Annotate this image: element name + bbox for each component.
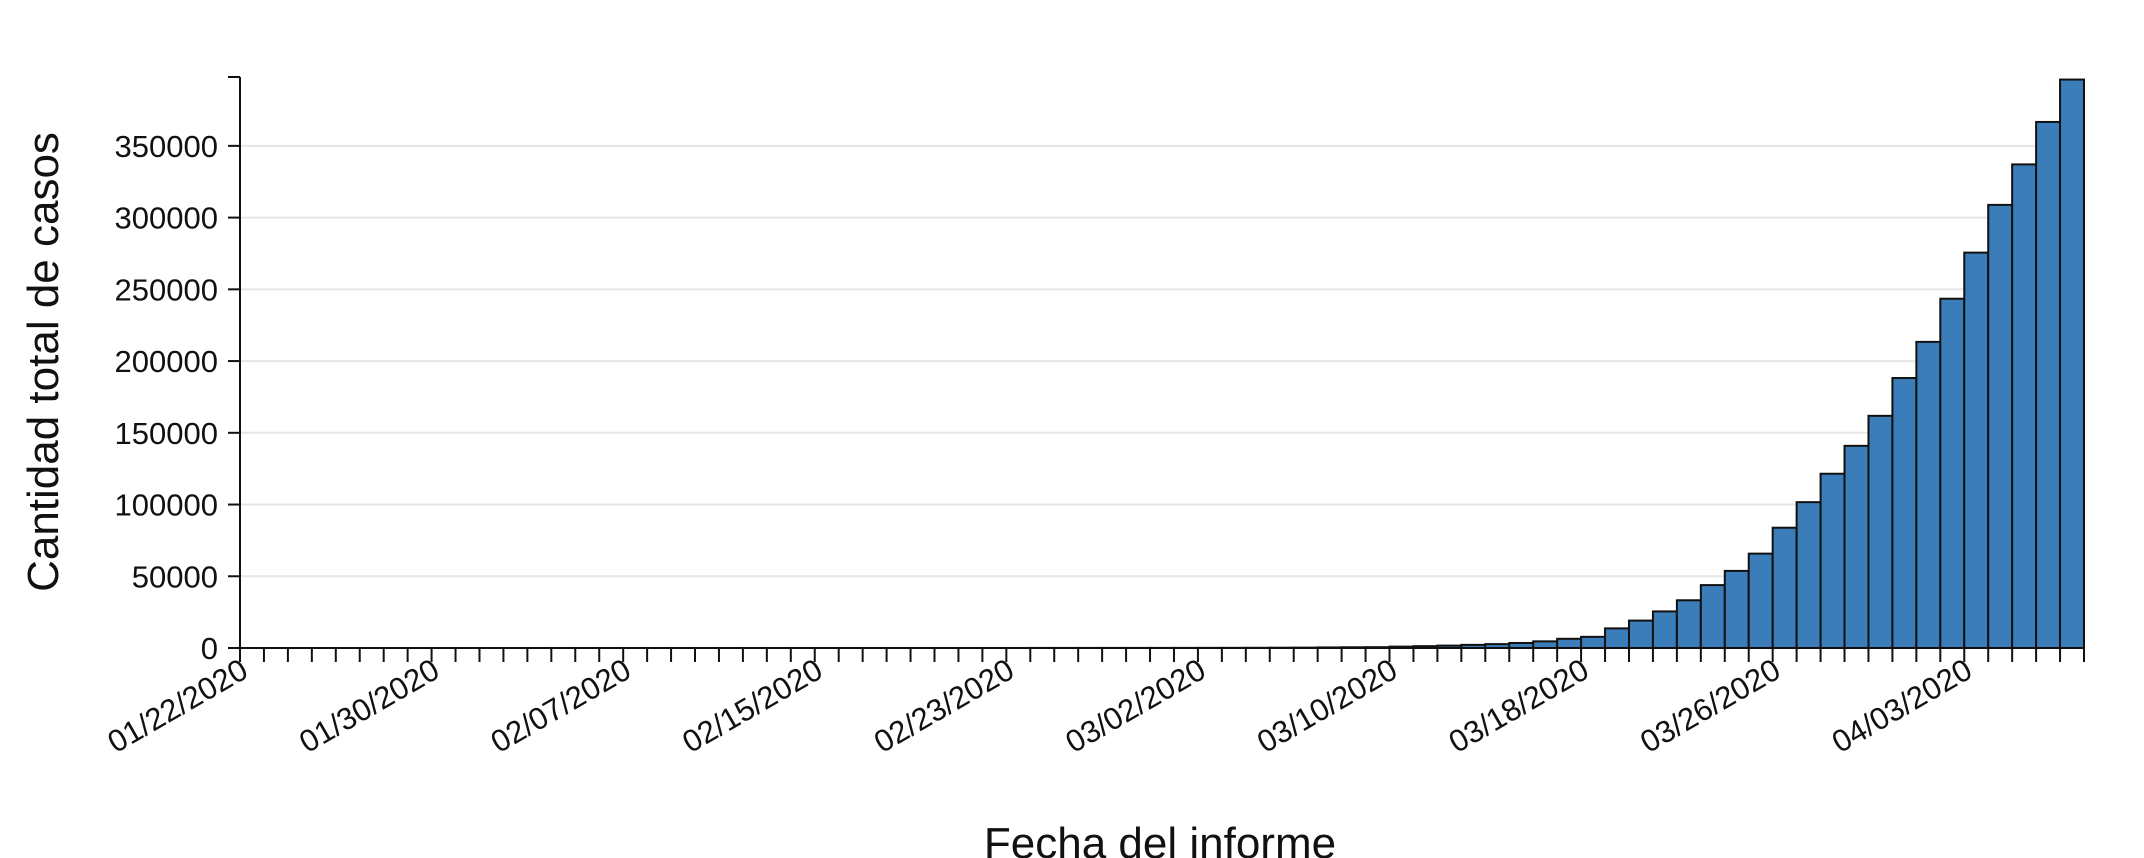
- axes: [228, 76, 2084, 649]
- x-tick-label: 02/23/2020: [868, 652, 1020, 760]
- x-tick-label: 02/15/2020: [676, 652, 828, 760]
- bar: [1723, 569, 1750, 649]
- x-axis-title: Fecha del informe: [984, 819, 1336, 858]
- bar: [1795, 501, 1822, 649]
- grid-lines: [240, 144, 2084, 578]
- y-tick-label: 350000: [115, 129, 218, 164]
- bar: [1747, 552, 1774, 650]
- y-tick-label: 100000: [115, 488, 218, 523]
- x-tick-label: 03/02/2020: [1060, 652, 1212, 760]
- bar: [1939, 297, 1966, 649]
- bar: [1915, 340, 1942, 649]
- bar: [2059, 78, 2086, 649]
- x-tick-label: 02/07/2020: [485, 652, 637, 760]
- bar: [1556, 637, 1583, 650]
- x-tick-label: 03/26/2020: [1634, 652, 1786, 760]
- bar: [1771, 526, 1798, 649]
- x-tick-label: 03/10/2020: [1251, 652, 1403, 760]
- x-axis-ticks: 01/22/2020 01/30/2020 02/07/2020 02/15/2020…: [102, 648, 2085, 760]
- y-tick-label: 50000: [132, 559, 218, 594]
- bar: [1891, 377, 1918, 649]
- bar: [1651, 610, 1678, 649]
- bar: [2011, 163, 2038, 649]
- y-tick-label: 150000: [115, 416, 218, 451]
- bar: [1843, 444, 1870, 649]
- x-tick-label: 01/30/2020: [293, 652, 445, 760]
- bar: [2035, 120, 2062, 649]
- y-axis-ticks: 0 50000 100000 150000 200000 250000 300000 3500…: [115, 129, 240, 666]
- x-tick-label: 03/18/2020: [1443, 652, 1595, 760]
- y-axis-title: Cantidad total de casos: [19, 132, 68, 592]
- bar: [1627, 619, 1654, 650]
- bars: [239, 78, 2086, 650]
- y-tick-label: 300000: [115, 201, 218, 236]
- bar: [1963, 251, 1990, 649]
- bar: [1580, 635, 1607, 650]
- bar: [1819, 472, 1846, 649]
- y-tick-label: 200000: [115, 344, 218, 379]
- x-tick-label: 01/22/2020: [102, 652, 254, 760]
- y-tick-label: 0: [201, 631, 218, 666]
- bar: [1604, 627, 1630, 649]
- y-tick-label: 250000: [115, 272, 218, 307]
- bar: [1987, 203, 2014, 649]
- bar: [1699, 584, 1726, 649]
- bar: [1675, 599, 1702, 650]
- bar: [1867, 414, 1894, 649]
- x-tick-label: 04/03/2020: [1826, 652, 1978, 760]
